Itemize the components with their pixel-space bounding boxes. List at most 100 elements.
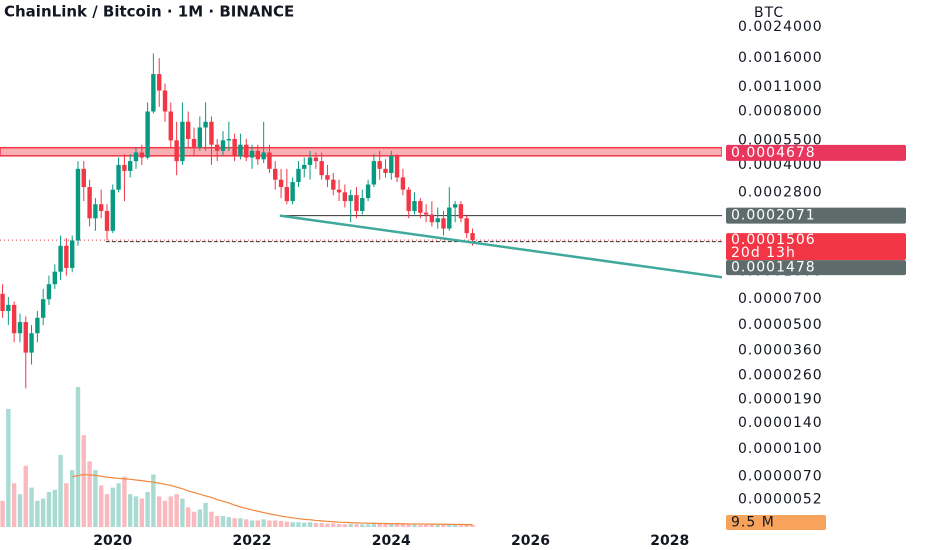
- candle-body: [406, 189, 411, 211]
- y-tick-label: 0.0000190: [738, 392, 823, 408]
- volume-bar: [336, 523, 342, 527]
- candle-body: [307, 157, 313, 165]
- volume-bar: [46, 492, 52, 527]
- volume-bar: [365, 524, 371, 527]
- candle-body: [203, 121, 208, 128]
- candle-body: [261, 152, 266, 160]
- candle-body: [377, 161, 382, 169]
- last-price-label: 20d 13h: [731, 245, 796, 261]
- volume-bar: [93, 470, 98, 527]
- volume-bar: [110, 487, 115, 527]
- candle-body: [104, 210, 110, 231]
- candle-body: [6, 304, 11, 312]
- last-price-label: 0.0001506: [731, 232, 816, 248]
- candle-body: [29, 333, 34, 353]
- y-tick-label: 0.0000700: [738, 291, 823, 307]
- volume-bar: [377, 523, 382, 527]
- candle-body: [133, 152, 139, 162]
- candle-body: [180, 121, 185, 162]
- trend-line: [279, 214, 722, 279]
- price-label-box: [726, 207, 906, 224]
- y-tick-label: 0.0016000: [738, 50, 823, 66]
- volume-bar: [313, 523, 319, 527]
- volume-bar: [273, 520, 278, 527]
- volume-bar: [452, 524, 458, 527]
- volume-bar: [319, 523, 324, 527]
- volume-pane: [0, 387, 475, 527]
- candle-body: [394, 155, 400, 178]
- volume-bar: [261, 519, 266, 527]
- y-tick-label: 0.0024000: [738, 19, 823, 35]
- candle-body: [284, 187, 290, 202]
- candle-body: [116, 164, 121, 190]
- candle-body: [168, 111, 173, 141]
- y-tick-label: 0.0005500: [738, 132, 823, 148]
- volume-bar: [40, 498, 46, 527]
- candle-body: [389, 155, 394, 174]
- candle-body: [319, 161, 324, 176]
- volume-bar: [429, 524, 435, 527]
- candle-body: [267, 152, 272, 169]
- y-tick-label: 0.0004000: [738, 157, 823, 173]
- y-tick-label: 0.0002800: [738, 184, 823, 200]
- volume-bar: [145, 492, 150, 527]
- volume-bar: [52, 489, 57, 527]
- candle-body: [220, 140, 226, 151]
- candle-body: [464, 218, 469, 234]
- volume-bar: [238, 518, 243, 527]
- y-tick-label: 0.0000100: [738, 441, 823, 457]
- candle-body: [87, 187, 92, 219]
- volume-bar: [284, 521, 290, 527]
- candle-body: [435, 218, 440, 223]
- price-label-box: [726, 144, 906, 161]
- candle-body: [64, 245, 69, 268]
- volume-bar: [81, 435, 86, 527]
- candle-body: [23, 322, 28, 353]
- candle-body: [429, 214, 435, 223]
- candle-body: [40, 299, 46, 318]
- candle-body: [162, 90, 168, 112]
- volume-bar: [215, 516, 220, 527]
- candle-body: [81, 168, 86, 188]
- volume-bar: [226, 517, 232, 527]
- volume-bar: [104, 494, 110, 527]
- volume-bar: [470, 524, 475, 527]
- volume-bar: [290, 522, 295, 527]
- price-axis: 0.0024000 0.0016000 0.0011000 0.0008000 0.00…: [93, 19, 823, 549]
- volume-bar: [75, 387, 81, 527]
- volume-bar: [220, 516, 226, 527]
- volume-bar: [162, 500, 168, 527]
- candle-body: [11, 304, 17, 334]
- volume-bar: [133, 496, 139, 527]
- volume-bar: [203, 502, 208, 527]
- candle-body: [197, 127, 203, 148]
- candle-body: [139, 152, 145, 158]
- volume-bar: [116, 483, 121, 527]
- volume-bar: [296, 522, 301, 527]
- candle-body: [447, 207, 452, 229]
- candle-body: [458, 204, 464, 219]
- y-tick-label: 0.0000500: [738, 317, 823, 333]
- volume-bar: [406, 524, 411, 527]
- volume-bar: [29, 487, 34, 527]
- candle-body: [290, 182, 295, 202]
- volume-bar: [185, 507, 191, 527]
- candle-body: [232, 138, 237, 156]
- candle-body: [360, 198, 365, 211]
- volume-bar: [174, 494, 179, 527]
- candle-body: [249, 150, 255, 158]
- volume-bar: [35, 500, 40, 527]
- volume-bar: [371, 523, 377, 527]
- volume-bar: [360, 524, 365, 527]
- volume-bar: [423, 524, 429, 527]
- y-tick-label: 0.0000070: [738, 469, 823, 485]
- y-tick-label: 0.0011000: [738, 79, 823, 95]
- candle-body: [383, 168, 388, 174]
- candle-body: [98, 204, 104, 211]
- volume-bar: [458, 524, 464, 527]
- volume-bar: [278, 520, 284, 527]
- x-tick-label: 2022: [233, 533, 272, 549]
- candle-body: [470, 233, 475, 241]
- y-tick-label: 0.0000140: [738, 415, 823, 431]
- volume-bar: [244, 519, 249, 527]
